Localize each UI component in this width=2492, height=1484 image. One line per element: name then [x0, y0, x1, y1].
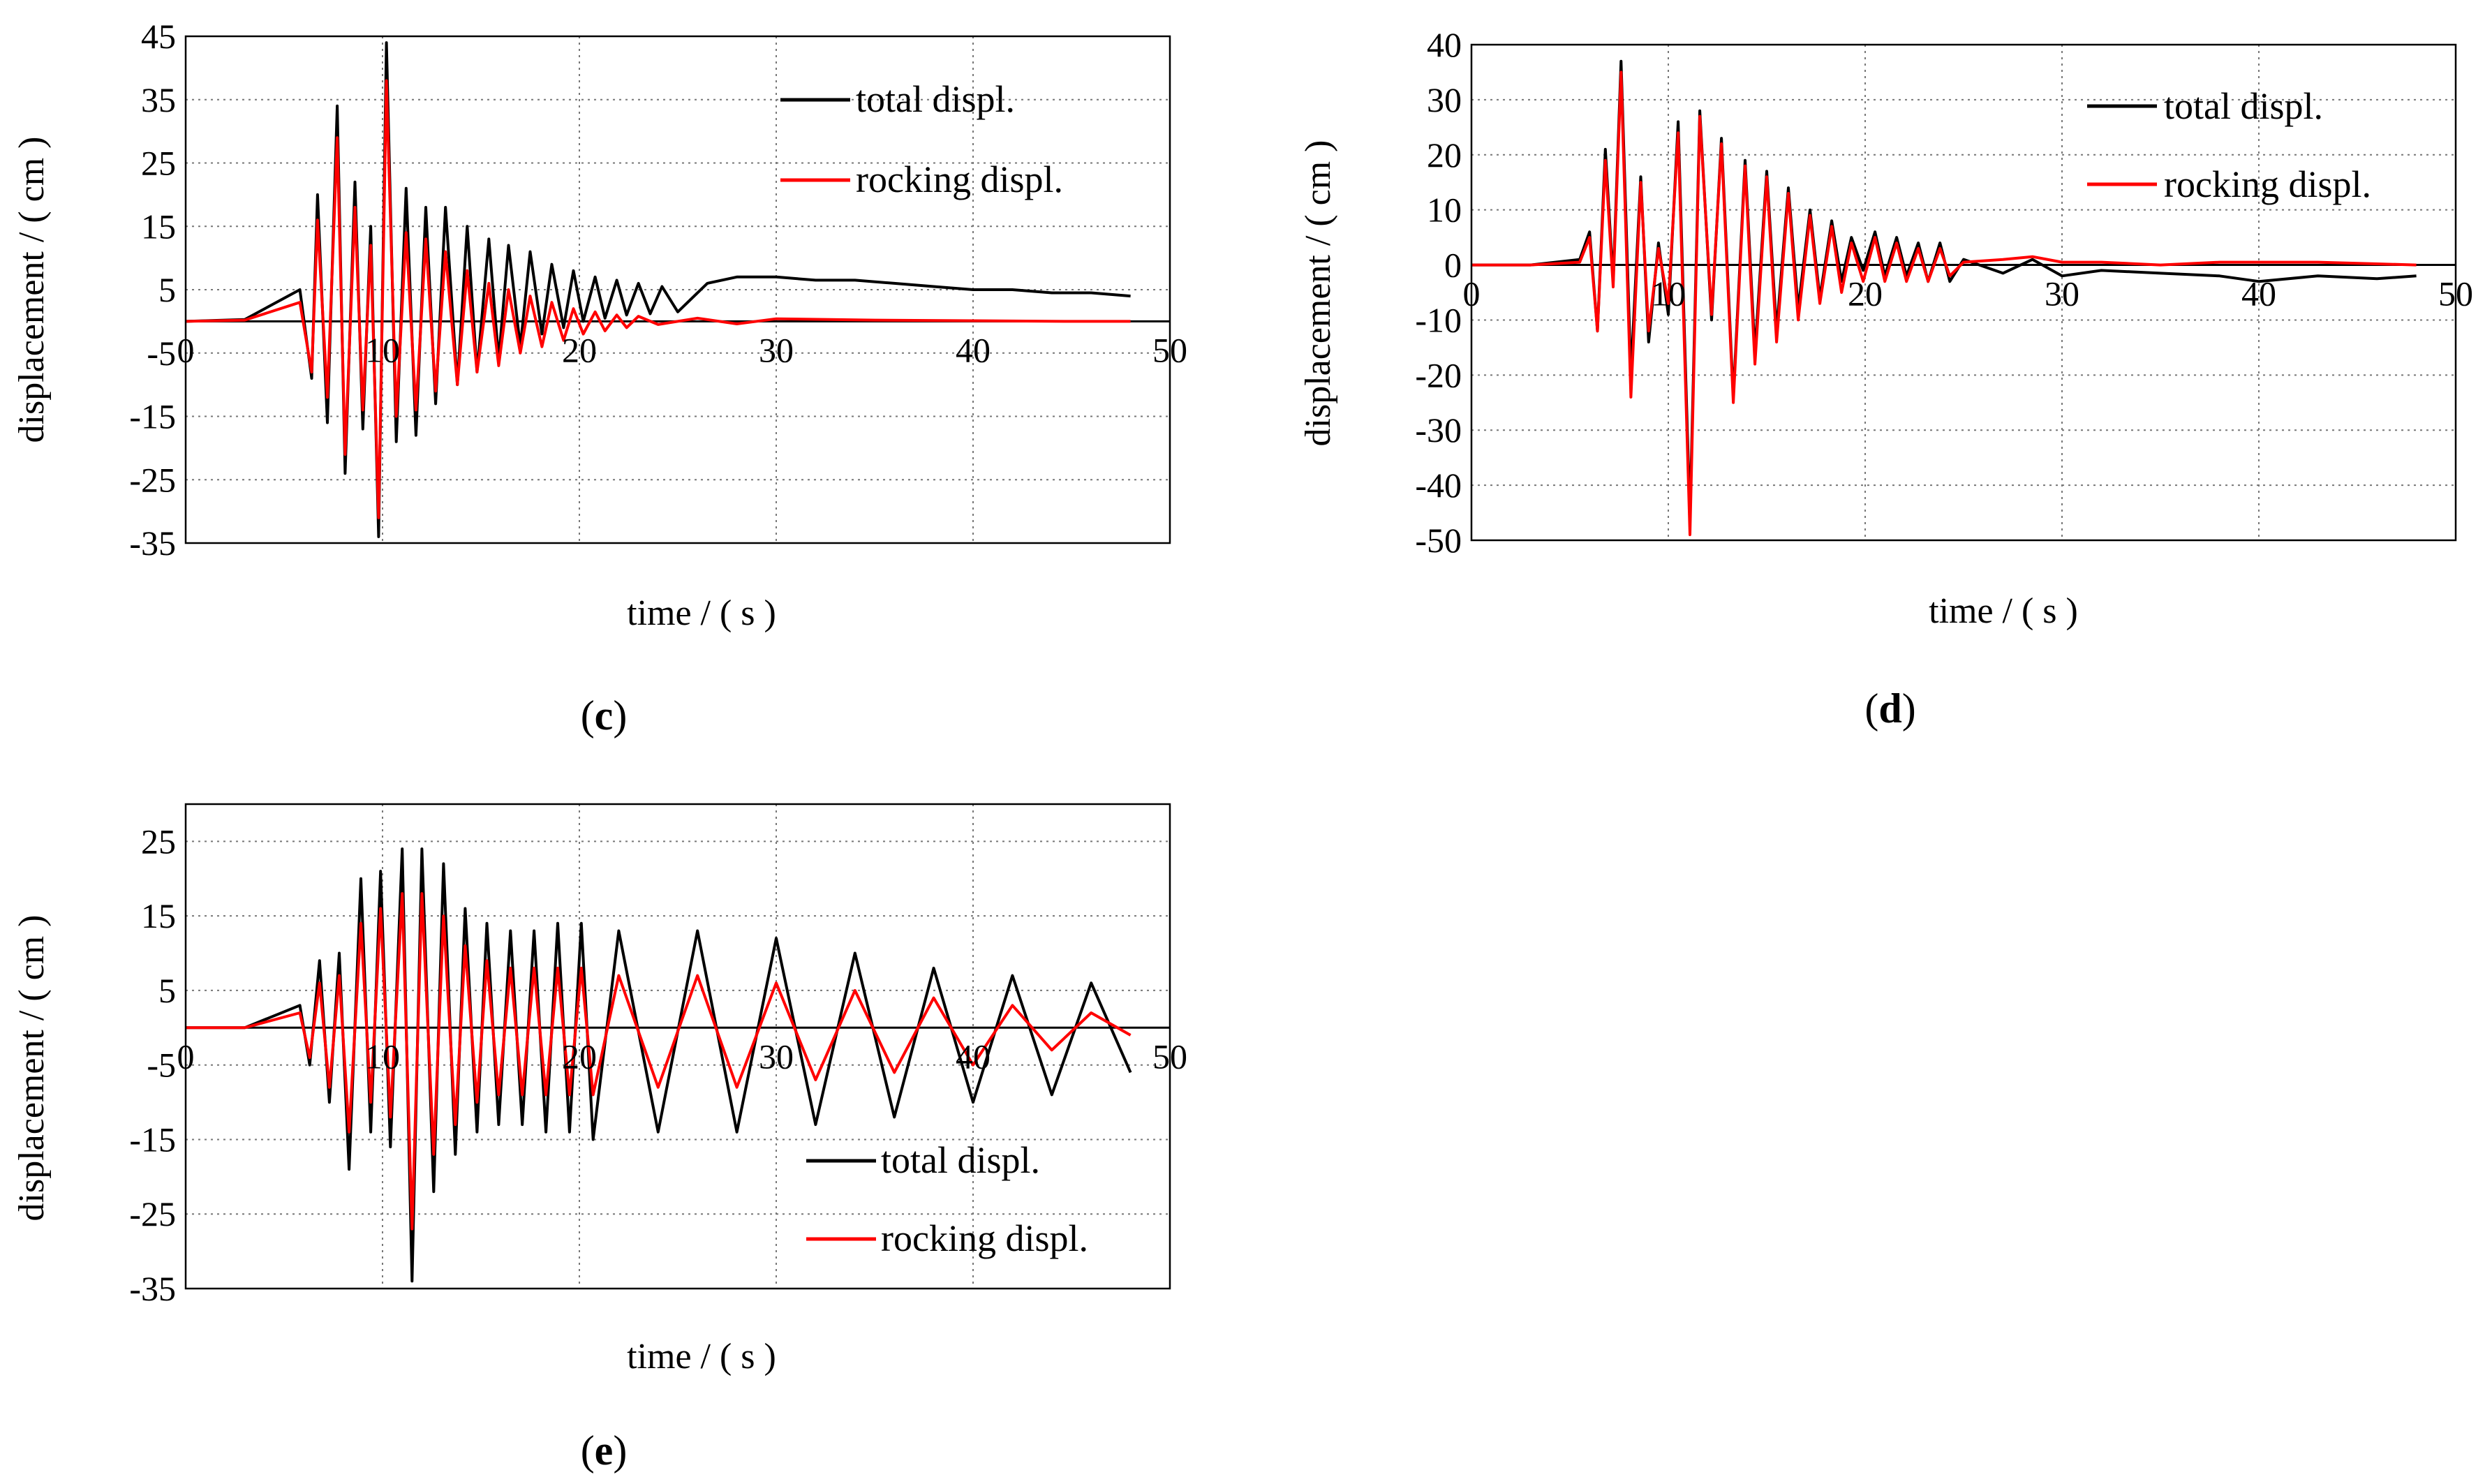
series-rocking-displ	[1471, 71, 2417, 537]
panel-letter: d	[1878, 685, 1901, 732]
y-tick-label: -30	[1415, 410, 1462, 450]
y-tick-label: -5	[147, 1046, 176, 1085]
series-rocking-displ	[186, 892, 1132, 1231]
legend: total displ. rocking displ.	[806, 1139, 1088, 1259]
chart-panel-e: 25 15 5 -5 -15 -25 -35 0 10 20 30 40 50 displacemen…	[12, 803, 1188, 1474]
y-tick-label: 10	[1427, 191, 1462, 230]
y-tick-label: 20	[1427, 135, 1462, 175]
y-tick-label: -10	[1415, 300, 1462, 339]
y-tick-label: -5	[147, 334, 176, 373]
x-tick-label: 10	[365, 330, 400, 369]
legend: total displ. rocking displ.	[780, 78, 1063, 200]
y-tick-label: 25	[141, 822, 176, 861]
y-tick-label: 5	[158, 971, 176, 1010]
plot-frame	[184, 35, 1171, 544]
y-tick-label: 30	[1427, 80, 1462, 119]
x-tick-label: 20	[562, 1037, 597, 1076]
x-tick-labels: 0 10 20 30 40 50	[177, 1037, 1188, 1076]
x-axis-label: time / ( s )	[1929, 591, 2078, 631]
legend-label-rocking: rocking displ.	[856, 158, 1063, 200]
y-tick-label: 45	[141, 17, 176, 56]
y-tick-label: -15	[129, 1120, 176, 1159]
x-tick-label: 30	[2045, 274, 2079, 313]
y-tick-labels: 25 15 5 -5 -15 -25 -35	[129, 822, 176, 1308]
panel-letter: c	[595, 692, 614, 739]
y-tick-label: -40	[1415, 466, 1462, 505]
x-axis-label: time / ( s )	[627, 1337, 776, 1377]
y-tick-label: -25	[129, 1194, 176, 1233]
y-tick-label: -35	[129, 1269, 176, 1308]
x-tick-label: 0	[177, 330, 195, 369]
panel-letter: e	[595, 1427, 614, 1474]
x-tick-label: 0	[1463, 274, 1481, 313]
series-lines	[1471, 59, 2456, 537]
x-tick-label: 30	[759, 1037, 794, 1076]
gridlines	[186, 804, 1170, 1289]
panel-label: (c)	[581, 692, 628, 739]
x-tick-label: 10	[365, 1037, 400, 1076]
y-tick-label: -50	[1415, 521, 1462, 560]
x-tick-label: 20	[1848, 274, 1883, 313]
legend-label-rocking: rocking displ.	[2164, 163, 2371, 205]
y-axis-label: displacement / ( cm )	[12, 915, 52, 1222]
x-tick-label: 50	[1152, 1037, 1187, 1076]
legend-label-total: total displ.	[881, 1139, 1040, 1181]
x-axis-label: time / ( s )	[627, 593, 776, 633]
y-tick-label: -15	[129, 397, 176, 436]
panel-label: (d)	[1864, 685, 1915, 732]
legend: total displ. rocking displ.	[2087, 85, 2371, 205]
y-tick-label: -35	[129, 524, 176, 563]
x-tick-label: 20	[562, 330, 597, 369]
y-tick-labels: 45 35 25 15 5 -5 -15 -25 -35	[129, 17, 176, 563]
y-tick-label: -25	[129, 460, 176, 499]
y-axis-label: displacement / ( cm )	[1298, 140, 1338, 447]
y-tick-label: 25	[141, 144, 176, 183]
legend-label-total: total displ.	[2164, 85, 2323, 127]
x-tick-label: 40	[956, 1037, 991, 1076]
y-tick-label: 40	[1427, 25, 1462, 64]
legend-label-rocking: rocking displ.	[881, 1217, 1088, 1259]
y-tick-label: -20	[1415, 355, 1462, 394]
y-axis-label: displacement / ( cm )	[12, 137, 52, 443]
x-tick-label: 30	[759, 330, 794, 369]
y-tick-label: 15	[141, 207, 176, 246]
x-tick-label: 40	[956, 330, 991, 369]
x-tick-label: 10	[1651, 274, 1686, 313]
x-tick-label: 40	[2241, 274, 2276, 313]
y-tick-label: 5	[158, 270, 176, 309]
y-tick-label: 35	[141, 80, 176, 119]
x-tick-labels: 0 10 20 30 40 50	[1463, 274, 2474, 313]
plot-frame	[184, 803, 1171, 1290]
panel-label: (e)	[581, 1427, 628, 1474]
legend-label-total: total displ.	[856, 78, 1015, 120]
x-tick-labels: 0 10 20 30 40 50	[177, 330, 1188, 369]
series-lines	[186, 847, 1170, 1283]
chart-panel-c: 45 35 25 15 5 -5 -15 -25 -35 0 10 20 30 40 50 displac…	[12, 17, 1187, 739]
plot-frame	[1470, 43, 2457, 542]
series-lines	[185, 41, 1170, 538]
x-tick-label: 50	[1152, 330, 1187, 369]
y-tick-label: 15	[141, 896, 176, 935]
x-tick-label: 0	[177, 1037, 195, 1076]
y-tick-labels: 40 30 20 10 0 -10 -20 -30 -40 -50	[1415, 25, 1462, 560]
series-rocking-displ	[185, 79, 1131, 519]
x-tick-label: 50	[2438, 274, 2473, 313]
y-tick-label: 0	[1444, 246, 1462, 285]
